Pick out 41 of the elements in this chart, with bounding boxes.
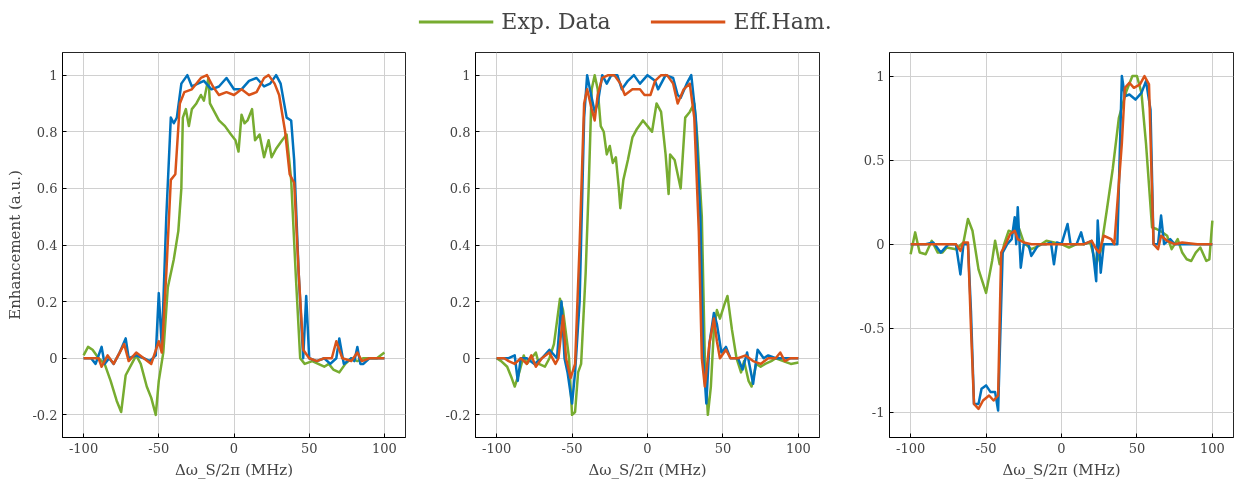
y-tick-label: 0.4 xyxy=(449,238,471,253)
y-tick-label: 0.4 xyxy=(36,238,58,253)
x-tick-label: 0 xyxy=(643,440,652,456)
y-tick-label: -0.2 xyxy=(32,407,58,423)
line-series xyxy=(82,76,386,417)
x-tick-label: 100 xyxy=(785,440,811,456)
y-tick-label: 1 xyxy=(49,68,58,84)
y-tick-label: 0 xyxy=(49,351,58,367)
y-tick-label: 0 xyxy=(462,351,471,367)
x-tick-label: 100 xyxy=(1199,440,1225,456)
y-tick-label: 0.5 xyxy=(863,153,885,169)
y-tick-label: 1 xyxy=(462,68,471,84)
x-tick-label: -100 xyxy=(68,440,99,456)
x-tick-label: 50 xyxy=(300,440,318,456)
x-tick-label: -100 xyxy=(482,440,512,456)
y-tick-label: 0 xyxy=(876,237,885,253)
y-tick-label: -0.5 xyxy=(859,321,885,337)
x-tick-label: 100 xyxy=(372,440,397,456)
y-tick-label: -0.2 xyxy=(445,407,471,423)
x-tick-label: -50 xyxy=(148,440,170,456)
x-tick-label: -100 xyxy=(896,440,926,456)
x-tick-label: -50 xyxy=(975,440,997,456)
x-axis-title: Δω_S/2π (MHz) xyxy=(1002,460,1121,479)
y-axis-title: Enhancement (a.u.) xyxy=(6,170,25,320)
y-tick-label: 0.6 xyxy=(449,181,471,197)
x-tick-label: -50 xyxy=(561,440,583,456)
legend-label: Eff.Ham. xyxy=(733,8,832,34)
y-tick-label: 0.2 xyxy=(36,294,58,310)
legend-label: Exp. Data xyxy=(501,8,611,34)
y-tick-label: 0.8 xyxy=(449,124,471,140)
x-tick-label: 50 xyxy=(1128,440,1146,456)
y-tick-label: 0.2 xyxy=(449,294,471,310)
y-tick-label: 1 xyxy=(876,69,885,85)
y-tick-label: 0.8 xyxy=(36,124,58,140)
x-tick-label: 50 xyxy=(714,440,732,456)
x-axis-title: Δω_S/2π (MHz) xyxy=(588,460,707,479)
x-axis-title: Δω_S/2π (MHz) xyxy=(174,460,294,479)
x-tick-label: 0 xyxy=(1057,440,1066,456)
y-tick-label: -1 xyxy=(871,405,885,421)
y-tick-label: 0.6 xyxy=(36,181,58,197)
x-tick-label: 0 xyxy=(229,440,239,456)
